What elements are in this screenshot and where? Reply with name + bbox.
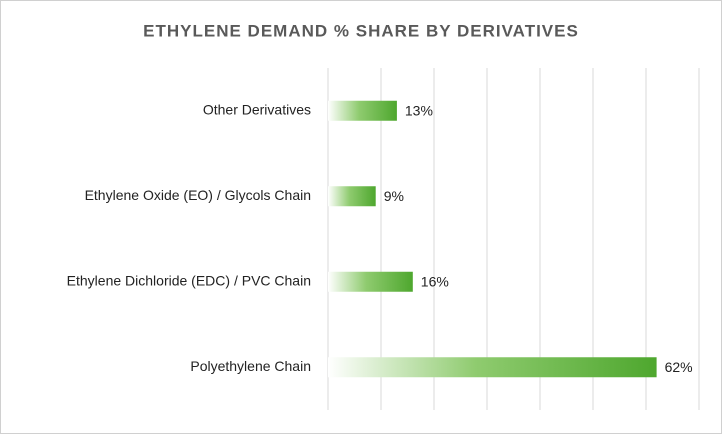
bar — [328, 186, 376, 207]
data-label: 16% — [421, 273, 449, 289]
bar — [328, 357, 657, 378]
data-label: 9% — [384, 188, 404, 204]
y-tick-label: Ethylene Oxide (EO) / Glycols Chain — [85, 187, 311, 203]
y-tick-label: Ethylene Dichloride (EDC) / PVC Chain — [67, 272, 311, 288]
bar — [328, 100, 397, 121]
data-label: 13% — [405, 102, 433, 118]
data-label: 62% — [665, 359, 693, 375]
y-tick-label: Polyethylene Chain — [190, 358, 311, 374]
bar — [328, 271, 413, 292]
chart-title: ETHYLENE DEMAND % SHARE BY DERIVATIVES — [143, 21, 579, 40]
y-tick-label: Other Derivatives — [203, 101, 311, 117]
